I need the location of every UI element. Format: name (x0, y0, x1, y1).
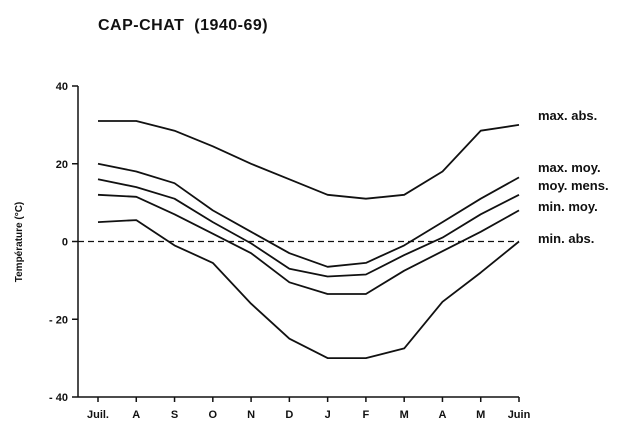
series-lines (97, 120, 520, 360)
series-label: max. abs. (538, 108, 597, 123)
tick-labels: 40 20 0 - 20 - 40 Juil. A S O N D J F M A M Juin (49, 81, 531, 421)
series-label: min. abs. (538, 231, 594, 246)
x-tick-label: O (209, 409, 218, 421)
series-label: moy. mens. (538, 178, 609, 193)
y-tick-label: - 20 (49, 314, 68, 326)
axes (72, 85, 520, 402)
x-tick-label: A (438, 409, 446, 421)
chart-title: CAP-CHAT (1940-69) (98, 17, 268, 34)
series-label: max. moy. (538, 160, 601, 175)
x-tick-label: Juin (508, 409, 531, 421)
x-tick-label: J (325, 409, 331, 421)
series-line (98, 120, 520, 200)
series-label: min. moy. (538, 199, 598, 214)
x-tick-label: D (285, 409, 293, 421)
series-line (97, 219, 520, 360)
series-labels: max. abs. max. moy. moy. mens. min. moy. min… (538, 108, 609, 246)
series-line (97, 162, 520, 268)
x-tick-label: M (476, 409, 485, 421)
y-tick-label: - 40 (49, 392, 68, 404)
x-tick-label: M (400, 409, 409, 421)
series-line (97, 178, 520, 278)
x-tick-label: S (171, 409, 178, 421)
x-tick-label: N (247, 409, 255, 421)
y-tick-label: 40 (56, 81, 68, 93)
y-tick-label: 0 (62, 237, 68, 249)
x-tick-label: F (363, 409, 370, 421)
x-tick-label: Juil. (87, 409, 109, 421)
y-tick-label: 20 (56, 159, 68, 171)
series-line (97, 193, 520, 295)
y-axis-label: Température (°C) (14, 202, 25, 283)
x-tick-label: A (132, 409, 140, 421)
